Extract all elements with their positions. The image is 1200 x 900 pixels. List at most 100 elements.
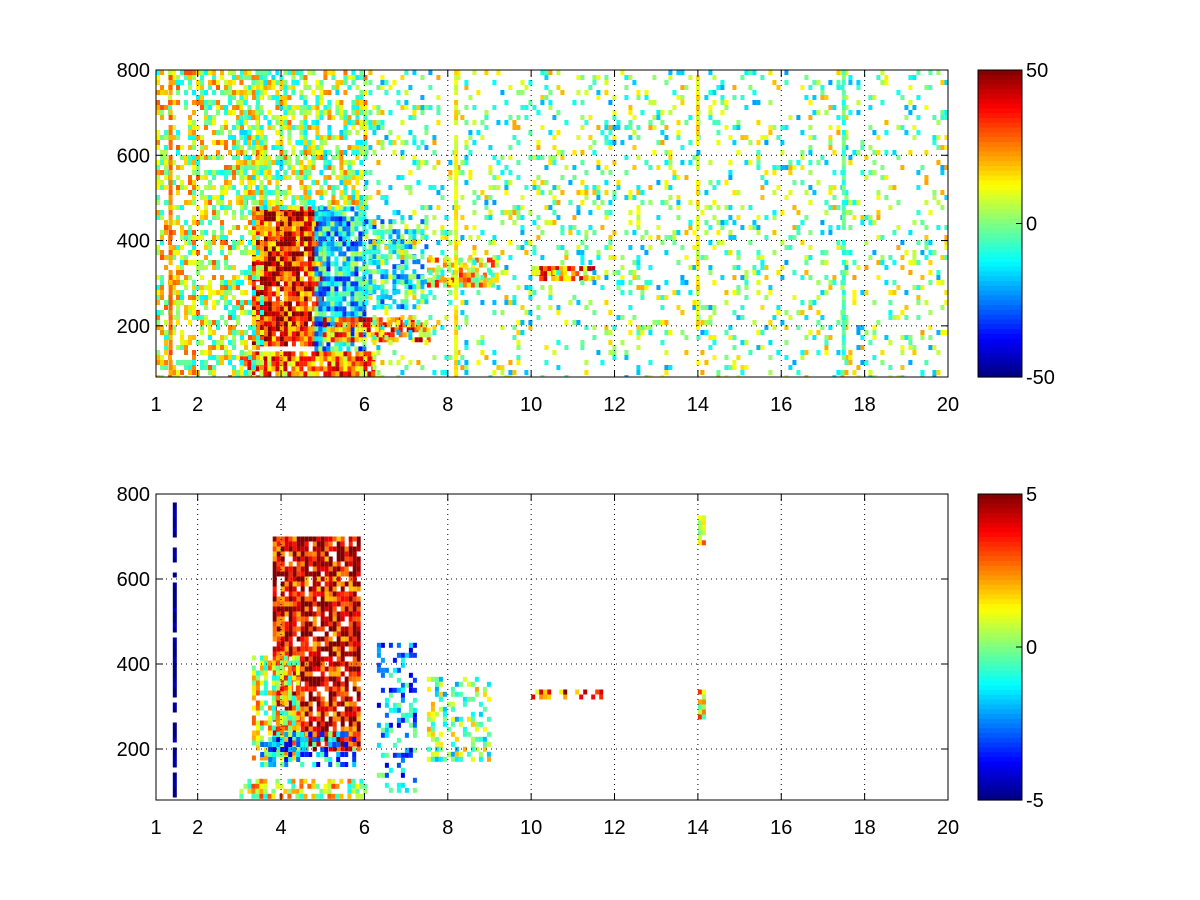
heatmap-cell xyxy=(591,276,596,282)
heatmap-cell xyxy=(776,310,781,315)
heatmap-cell xyxy=(299,170,304,175)
heatmap-cell xyxy=(311,231,316,237)
heatmap-cell xyxy=(271,95,276,100)
streak-cell xyxy=(168,325,173,330)
heatmap-cell xyxy=(315,135,320,140)
heatmap-cell xyxy=(263,75,268,80)
heatmap-cell xyxy=(500,210,505,215)
heatmap-cell xyxy=(200,210,204,215)
heatmap-cell xyxy=(342,276,347,282)
heatmap-cell xyxy=(744,135,749,140)
heatmap-cell xyxy=(396,234,401,240)
heatmap-cell xyxy=(404,284,409,290)
heatmap-cell xyxy=(544,360,549,365)
heatmap-cell xyxy=(588,145,593,150)
heatmap-cell xyxy=(676,95,681,100)
heatmap-cell xyxy=(368,125,373,130)
heatmap-cell xyxy=(303,115,308,120)
heatmap-cell xyxy=(400,150,405,155)
heatmap-cell xyxy=(544,205,549,210)
heatmap-cell xyxy=(263,190,268,195)
streak-cell xyxy=(168,135,173,140)
heatmap-cell xyxy=(172,300,176,305)
heatmap-cell xyxy=(416,165,421,170)
heatmap-cell xyxy=(355,75,360,80)
heatmap-cell xyxy=(287,301,292,307)
heatmap-cell xyxy=(271,271,276,277)
heatmap-cell xyxy=(292,541,297,547)
heatmap-cell xyxy=(372,224,377,230)
heatmap-cell xyxy=(450,282,455,288)
heatmap-cell xyxy=(251,75,256,80)
heatmap-cell xyxy=(472,140,477,145)
heatmap-cell xyxy=(548,105,553,110)
heatmap-cell xyxy=(311,246,316,252)
heatmap-cell xyxy=(788,115,793,120)
heatmap-cell xyxy=(200,365,204,370)
heatmap-cell xyxy=(220,90,224,95)
heatmap-cell xyxy=(392,290,397,295)
x-tick-label: 10 xyxy=(520,394,542,416)
heatmap-cell xyxy=(912,135,917,140)
streak-cell xyxy=(168,80,173,85)
heatmap-cell xyxy=(396,90,401,95)
heatmap-cell xyxy=(275,180,280,185)
heatmap-cell xyxy=(315,241,320,247)
colorbar-step xyxy=(978,103,1022,109)
heatmap-cell xyxy=(808,255,813,260)
heatmap-cell xyxy=(295,236,300,242)
heatmap-cell xyxy=(388,304,393,310)
streak-cell xyxy=(841,110,846,115)
heatmap-cell xyxy=(252,320,256,325)
heatmap-cell xyxy=(239,120,244,125)
heatmap-cell xyxy=(287,261,292,267)
heatmap-cell xyxy=(736,255,741,260)
heatmap-cell xyxy=(358,327,363,333)
heatmap-cell xyxy=(660,240,665,245)
heatmap-cell xyxy=(200,150,204,155)
heatmap-cell xyxy=(276,631,281,637)
heatmap-cell xyxy=(260,265,264,270)
colorbar-tick-label: -50 xyxy=(1026,367,1055,389)
heatmap-cell xyxy=(672,230,677,235)
heatmap-cell xyxy=(287,306,292,312)
heatmap-cell xyxy=(307,70,312,75)
heatmap-cell xyxy=(374,327,379,333)
heatmap-cell xyxy=(700,255,705,260)
heatmap-cell xyxy=(476,90,481,95)
heatmap-cell xyxy=(668,330,673,335)
heatmap-cell xyxy=(338,271,343,277)
heatmap-cell xyxy=(768,320,773,325)
heatmap-cell xyxy=(346,281,351,287)
heatmap-cell xyxy=(354,266,359,272)
heatmap-cell xyxy=(164,265,168,270)
heatmap-cell xyxy=(788,160,793,165)
heatmap-cell xyxy=(275,205,280,210)
heatmap-cell xyxy=(608,170,613,175)
heatmap-cell xyxy=(319,276,324,282)
heatmap-cell xyxy=(392,210,397,215)
streak-cell xyxy=(841,70,846,75)
heatmap-cell xyxy=(311,331,316,337)
heatmap-cell xyxy=(800,310,805,315)
heatmap-cell xyxy=(368,170,373,175)
heatmap-cell xyxy=(252,165,256,170)
heatmap-cell xyxy=(196,310,200,315)
heatmap-cell xyxy=(896,125,901,130)
heatmap-cell xyxy=(212,340,216,345)
heatmap-cell xyxy=(279,75,284,80)
heatmap-cell xyxy=(355,190,360,195)
heatmap-cell xyxy=(355,195,360,200)
heatmap-cell xyxy=(740,340,745,345)
heatmap-cell xyxy=(338,241,343,247)
heatmap-cell xyxy=(376,260,381,265)
heatmap-cell xyxy=(314,206,319,212)
heatmap-cell xyxy=(420,264,425,270)
heatmap-cell xyxy=(354,241,359,247)
heatmap-cell xyxy=(656,285,661,290)
heatmap-cell xyxy=(932,140,937,145)
heatmap-cell xyxy=(536,305,541,310)
heatmap-cell xyxy=(588,115,593,120)
heatmap-cell xyxy=(414,337,419,343)
streak-cell xyxy=(168,75,173,80)
